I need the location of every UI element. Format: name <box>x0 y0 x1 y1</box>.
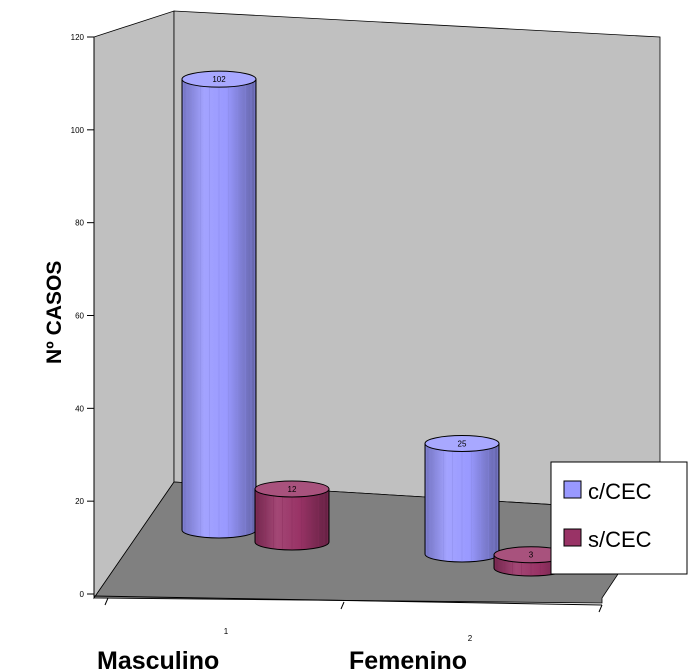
category-axis: 12 <box>93 595 603 643</box>
legend-swatch-c-cec <box>563 480 582 499</box>
bar-c-cec-2-data-label: 25 <box>458 440 467 449</box>
bar-s-cec-1: 12 <box>254 480 330 551</box>
legend-swatch-s-cec <box>563 528 582 547</box>
y-tick-label: 120 <box>71 33 85 42</box>
x-tick-label: 1 <box>224 627 229 636</box>
bar-s-cec-1-data-label: 12 <box>288 485 297 494</box>
bar-c-cec-1-top <box>181 70 257 88</box>
x-tick-mark <box>598 604 603 613</box>
y-tick-label: 80 <box>75 219 84 228</box>
group-label-femenino: Femenino <box>349 647 467 672</box>
bar-s-cec-2-data-label: 3 <box>529 551 534 560</box>
x-tick-label: 2 <box>468 634 473 643</box>
y-tick-label: 60 <box>75 312 84 321</box>
chart-bars: 102 12 25 3 <box>181 70 569 577</box>
x-axis-line <box>93 595 603 606</box>
x-tick-mark <box>340 601 345 610</box>
legend: c/CEC s/CEC <box>550 461 688 575</box>
legend-label-c-cec: c/CEC <box>588 479 652 504</box>
y-tick-label: 40 <box>75 404 84 413</box>
y-axis-title: Nº CASOS <box>43 261 66 364</box>
x-tick-mark <box>104 597 109 606</box>
value-axis: 0 20 40 60 80 100 120 <box>71 33 95 599</box>
bar-c-cec-1-data-label: 102 <box>212 75 226 84</box>
y-tick-label: 0 <box>80 590 85 599</box>
group-label-masculino: Masculino <box>97 647 219 672</box>
bar-s-cec-1-top <box>254 480 330 498</box>
bar-s-cec-2: 3 <box>493 546 569 577</box>
bar-c-cec-2-top <box>424 435 500 452</box>
chart-walls <box>93 10 661 604</box>
y-tick-label: 20 <box>75 497 84 506</box>
bar-c-cec-2: 25 <box>424 435 500 563</box>
y-tick-label: 100 <box>71 126 85 135</box>
legend-label-s-cec: s/CEC <box>588 527 652 552</box>
bar-c-cec-1: 102 <box>181 70 257 539</box>
